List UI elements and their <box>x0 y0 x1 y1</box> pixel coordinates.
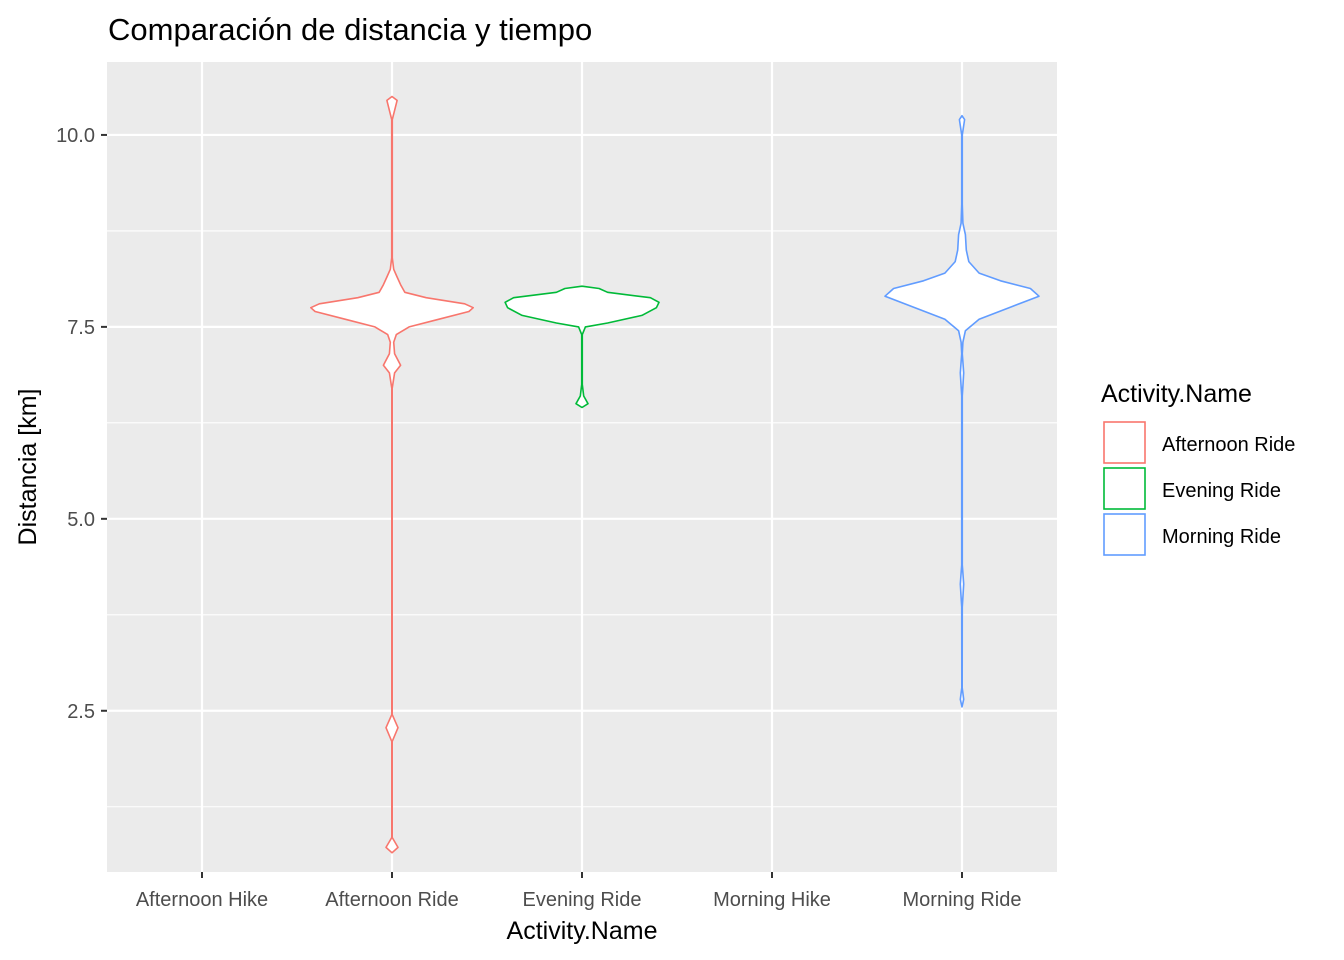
violin-morning-ride <box>884 114 1040 708</box>
legend-label: Evening Ride <box>1162 480 1281 502</box>
violin-afternoon-ride <box>310 95 474 854</box>
y-axis-ticks: 2.5 5.0 7.5 10.0 <box>56 125 107 723</box>
y-tick-label: 10.0 <box>56 125 95 147</box>
chart-title: Comparación de distancia y tiempo <box>108 12 592 47</box>
legend-label: Afternoon Ride <box>1162 434 1295 456</box>
y-tick-label: 5.0 <box>67 509 95 531</box>
legend-title: Activity.Name <box>1101 380 1252 408</box>
x-tick-label: Morning Hike <box>713 889 831 911</box>
x-tick-label: Afternoon Ride <box>325 889 458 911</box>
x-axis-ticks: Afternoon Hike Afternoon Ride Evening Ride… <box>136 872 1022 911</box>
x-tick-label: Evening Ride <box>523 889 642 911</box>
x-axis-title: Activity.Name <box>507 917 658 945</box>
y-tick-label: 7.5 <box>67 317 95 339</box>
legend-label: Morning Ride <box>1162 526 1281 548</box>
x-tick-label: Morning Ride <box>903 889 1022 911</box>
violins <box>310 95 1040 854</box>
legend-key <box>1103 513 1146 556</box>
x-tick-label: Afternoon Hike <box>136 889 268 911</box>
y-axis-title: Distancia [km] <box>14 389 42 546</box>
legend-key <box>1103 467 1146 510</box>
legend: Activity.Name Afternoon Ride Evening Ride… <box>1101 380 1295 556</box>
legend-key <box>1103 421 1146 464</box>
y-tick-label: 2.5 <box>67 701 95 723</box>
violin-evening-ride <box>504 285 660 409</box>
